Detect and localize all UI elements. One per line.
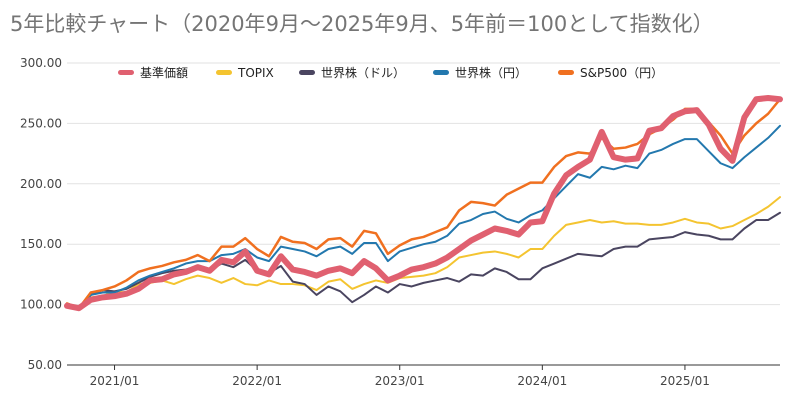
legend-swatch [558, 70, 574, 75]
legend-label: S&P500（円） [580, 66, 663, 80]
series-line-1 [66, 196, 781, 310]
x-tick-label: 2023/01 [375, 374, 425, 388]
x-tick-label: 2021/01 [90, 374, 140, 388]
legend-label: 世界株（円） [455, 65, 527, 80]
x-tick-label: 2025/01 [660, 374, 710, 388]
axis-layer: 50.00 100.00 150.00 200.00 250.00 300.00 2021/… [20, 56, 780, 388]
y-tick-label: 200.00 [20, 177, 62, 191]
legend-swatch [299, 70, 315, 75]
x-tick-label: 2024/01 [517, 374, 567, 388]
y-tick-label: 50.00 [28, 358, 62, 372]
legend-swatch [118, 70, 134, 75]
series-line-3 [66, 124, 781, 309]
grid-layer [67, 62, 780, 366]
chart-title: 5年比較チャート（2020年9月〜2025年9月、5年前＝100として指数化） [10, 12, 714, 36]
legend-label: 世界株（ドル） [321, 65, 405, 80]
x-tick-label: 2022/01 [232, 374, 282, 388]
y-tick-label: 250.00 [20, 116, 62, 130]
legend-label: 基準価額 [140, 65, 188, 80]
y-tick-label: 100.00 [20, 298, 62, 312]
legend-swatch [216, 70, 232, 75]
series-line-0 [64, 95, 783, 312]
legend: 基準価額 TOPIX 世界株（ドル） 世界株（円） S&P500（円） [118, 65, 663, 80]
y-tick-label: 150.00 [20, 237, 62, 251]
series-layer [64, 95, 783, 312]
legend-label: TOPIX [237, 66, 274, 80]
y-tick-label: 300.00 [20, 56, 62, 70]
legend-swatch [433, 70, 449, 75]
